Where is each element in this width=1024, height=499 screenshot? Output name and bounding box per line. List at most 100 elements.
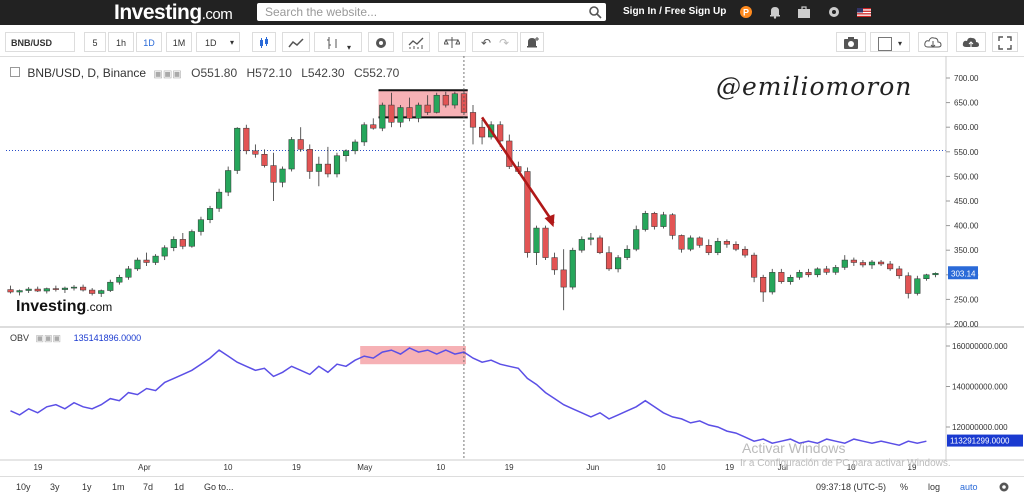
interval-1d[interactable]: 1D <box>136 32 162 52</box>
candle-body <box>397 107 404 123</box>
candle-body <box>170 239 177 248</box>
layout-select[interactable]: ▾ <box>870 32 910 52</box>
compare-button[interactable] <box>438 32 466 52</box>
candle-body <box>760 277 767 293</box>
obv-highlight-box <box>360 346 466 365</box>
obv-settings-icon[interactable]: ▣▣▣ <box>35 333 62 343</box>
redo-icon[interactable]: ↷ <box>499 36 510 50</box>
candle-body <box>134 259 141 270</box>
range-3y[interactable]: 3y <box>50 482 60 492</box>
alert-button[interactable] <box>520 32 544 52</box>
current-obv-label: 113291299.0000 <box>950 437 1010 446</box>
gear-icon[interactable] <box>827 5 841 19</box>
range-10y[interactable]: 10y <box>16 482 31 492</box>
area-chart-button[interactable] <box>282 32 310 52</box>
us-flag-icon[interactable] <box>857 5 871 19</box>
interval-1h[interactable]: 1h <box>108 32 134 52</box>
time-tick-label: 10 <box>224 463 233 472</box>
candle-body <box>814 268 821 276</box>
collapse-icon[interactable] <box>10 67 20 77</box>
bell-icon[interactable] <box>768 5 782 19</box>
candles-button[interactable] <box>252 32 276 52</box>
obv-tick-label: 160000000.000 <box>952 342 1008 351</box>
search-icon[interactable] <box>588 5 602 19</box>
candle-body <box>542 227 549 258</box>
time-tick-label: 19 <box>505 463 514 472</box>
interval-1m[interactable]: 1M <box>166 32 192 52</box>
candle-body <box>877 261 885 265</box>
percent-toggle[interactable]: % <box>900 482 909 492</box>
candle-body <box>578 239 585 251</box>
search-input[interactable] <box>257 3 585 21</box>
candle-body <box>424 104 431 113</box>
cloud-upload-button[interactable] <box>956 32 986 52</box>
interval-5[interactable]: 5 <box>84 32 106 52</box>
range-7d[interactable]: 7d <box>143 482 154 492</box>
candle-body <box>43 288 50 292</box>
chart-canvas[interactable]: 700.00 650.00 600.00 550.00 500.00 450.00 400.… <box>0 56 1024 476</box>
candle-body <box>669 214 676 236</box>
gear-icon <box>376 38 386 48</box>
obv-line <box>10 347 927 446</box>
flame-icon[interactable]: P <box>739 5 753 19</box>
candle-body <box>841 259 848 268</box>
undo-redo-group: ↶ ↷ <box>472 32 518 52</box>
candle-body <box>805 272 812 276</box>
candle-body <box>615 257 622 270</box>
add-alert-icon <box>527 37 539 48</box>
auto-toggle[interactable]: auto <box>960 482 978 492</box>
cloud-download-button[interactable] <box>918 32 948 52</box>
candle-body <box>896 268 903 277</box>
scale-icon <box>443 37 461 48</box>
candle-body <box>34 288 41 292</box>
candle-body <box>279 168 286 183</box>
goto-button[interactable]: Go to... <box>204 482 234 492</box>
time-tick-label: May <box>357 463 372 472</box>
clock-time[interactable]: 09:37:18 (UTC-5) <box>816 482 887 492</box>
snapshot-button[interactable] <box>836 32 866 52</box>
undo-icon[interactable]: ↶ <box>480 36 491 50</box>
candle-body <box>152 255 159 263</box>
price-tick-label: 700.00 <box>954 74 979 83</box>
bar-type-button[interactable]: ▾ <box>314 32 362 52</box>
indicators-button[interactable] <box>402 32 430 52</box>
investing-logo[interactable]: Investing.com <box>114 1 233 25</box>
obv-label: OBV <box>10 333 30 343</box>
settings-button[interactable] <box>368 32 394 52</box>
legend-settings-icon[interactable]: ▣▣▣ <box>153 69 182 80</box>
candle-body <box>243 127 250 152</box>
candle-body <box>297 139 304 150</box>
candle-body <box>914 278 921 294</box>
candle-body <box>388 104 395 123</box>
candle-body <box>524 171 531 253</box>
range-1y[interactable]: 1y <box>82 482 92 492</box>
range-1m[interactable]: 1m <box>112 482 125 492</box>
portfolio-icon[interactable] <box>797 5 811 19</box>
candle-body <box>624 248 631 258</box>
current-price-badge <box>948 266 978 280</box>
candle-body <box>433 94 440 113</box>
candle-body <box>587 237 594 240</box>
candle-body <box>560 269 567 288</box>
candle-body <box>89 289 96 294</box>
activate-windows-subtitle: Ir a Configuración de PC para activar Wi… <box>740 458 951 469</box>
time-tick-label: 19 <box>908 463 917 472</box>
price-tick-label: 250.00 <box>954 295 979 304</box>
signin-link[interactable]: Sign In / Free Sign Up <box>623 6 727 17</box>
interval-select[interactable]: 1D ▾ <box>196 32 240 52</box>
price-pane <box>6 89 946 311</box>
current-price-label: 303.14 <box>951 269 976 278</box>
candle-body <box>315 163 322 172</box>
symbol-input[interactable]: BNB/USD <box>5 32 75 52</box>
fullscreen-button[interactable] <box>992 32 1018 52</box>
activate-windows-title: Activar Windows <box>742 440 846 456</box>
range-1d[interactable]: 1d <box>174 482 185 492</box>
candle-body <box>406 107 413 119</box>
candle-body <box>923 274 930 279</box>
candle-body <box>116 277 123 283</box>
candle-body <box>197 219 205 232</box>
log-toggle[interactable]: log <box>928 482 941 492</box>
gear-icon[interactable] <box>998 481 1010 493</box>
price-legend: BNB/USD, D, Binance ▣▣▣ O551.80 H572.10 … <box>10 66 399 80</box>
search-box <box>257 3 606 21</box>
